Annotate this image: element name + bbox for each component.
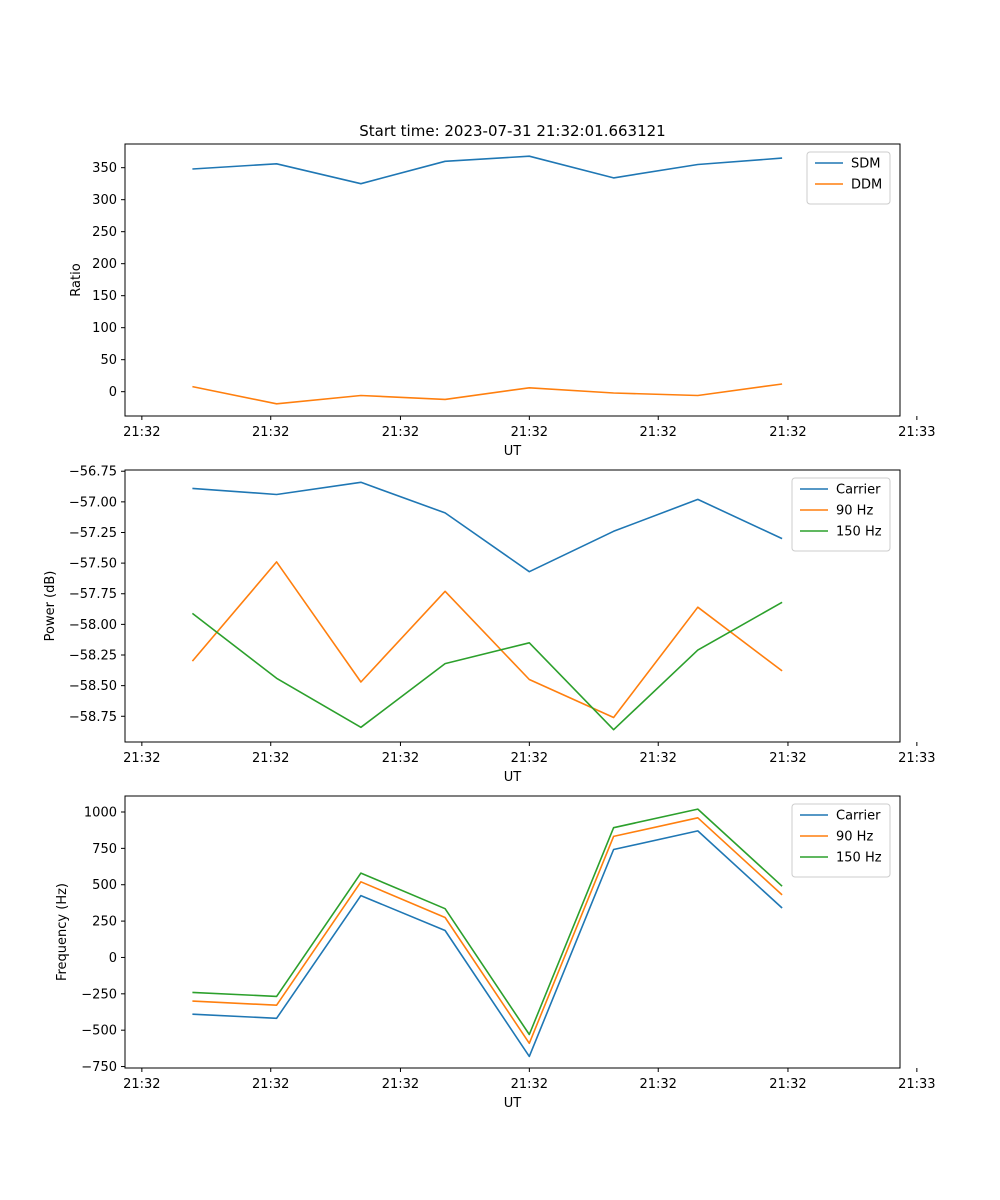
x-tick-label: 21:32	[252, 1077, 289, 1092]
series-line-ddm	[192, 383, 783, 405]
x-tick-label: 21:32	[769, 1077, 806, 1092]
y-axis-label: Frequency (Hz)	[55, 883, 70, 981]
y-tick-label: 500	[92, 878, 117, 893]
legend-label: Carrier	[836, 809, 881, 824]
y-tick-label: −56.75	[69, 465, 117, 480]
series-line-carrier	[192, 830, 783, 1058]
y-tick-label: −750	[81, 1060, 117, 1075]
legend: Carrier 90 Hz 150 Hz	[791, 477, 891, 552]
series-line-150-hz	[191, 601, 783, 731]
series-line-150-hz	[192, 808, 783, 1036]
y-axis-label: Ratio	[69, 263, 84, 296]
x-axis-label: UT	[504, 1096, 522, 1111]
x-tick-label: 21:32	[252, 425, 289, 440]
y-tick-label: −58.75	[69, 710, 117, 725]
legend-label: 150 Hz	[836, 525, 882, 540]
legend-label: DDM	[851, 178, 882, 193]
x-axis-label: UT	[504, 444, 522, 459]
y-tick-label: 0	[109, 385, 117, 400]
legend-label: 90 Hz	[836, 830, 873, 845]
x-tick-label: 21:32	[639, 1077, 676, 1092]
x-tick-label: 21:32	[511, 1077, 548, 1092]
y-tick-label: −57.00	[69, 495, 117, 510]
legend: Carrier 90 Hz 150 Hz	[791, 803, 891, 878]
series-line-sdm	[192, 155, 783, 185]
legend-label: Carrier	[836, 483, 881, 498]
x-tick-label: 21:32	[639, 425, 676, 440]
y-tick-label: 0	[109, 951, 117, 966]
x-tick-label: 21:32	[123, 425, 160, 440]
y-tick-label: −57.50	[69, 557, 117, 572]
y-tick-label: 250	[92, 225, 117, 240]
axes-frame	[124, 795, 901, 1069]
y-tick-label: 250	[92, 915, 117, 930]
chart-panel-2: 21:32 21:32 21:32 21:32 21:32 21:32 21:33 −58.7…	[43, 465, 936, 785]
legend: SDM DDM	[806, 151, 891, 205]
series-line-90-hz	[192, 816, 783, 1045]
x-tick-label: 21:32	[123, 1077, 160, 1092]
legend-box	[791, 477, 891, 552]
legend-label: 150 Hz	[836, 851, 882, 866]
x-tick-label: 21:32	[123, 751, 160, 766]
y-tick-label: −250	[81, 987, 117, 1002]
x-tick-label: 21:32	[769, 425, 806, 440]
y-tick-label: 50	[100, 353, 117, 368]
chart-title: Start time: 2023-07-31 21:32:01.663121	[359, 122, 665, 140]
y-tick-label: −58.25	[69, 649, 117, 664]
y-axis-label: Power (dB)	[43, 571, 58, 642]
x-tick-label: 21:32	[382, 751, 419, 766]
legend-label: 90 Hz	[836, 504, 873, 519]
series-line-carrier	[192, 481, 783, 573]
y-tick-label: 100	[92, 321, 117, 336]
y-tick-label: 150	[92, 289, 117, 304]
chart-panel-3: 21:32 21:32 21:32 21:32 21:32 21:32 21:33 −750 −…	[55, 795, 936, 1111]
y-tick-label: −57.75	[69, 587, 117, 602]
y-tick-label: 350	[92, 161, 117, 176]
axes-frame	[124, 143, 901, 417]
y-tick-label: 1000	[84, 806, 117, 821]
x-tick-label: 21:32	[382, 425, 419, 440]
x-tick-label: 21:32	[511, 751, 548, 766]
axes-frame	[124, 469, 901, 743]
y-tick-label: −58.50	[69, 679, 117, 694]
series-line-90-hz	[191, 561, 783, 719]
legend-box	[791, 803, 891, 878]
x-tick-label: 21:33	[898, 425, 935, 440]
x-axis-label: UT	[504, 770, 522, 785]
legend-box	[806, 151, 891, 205]
x-tick-label: 21:33	[898, 751, 935, 766]
x-tick-label: 21:32	[769, 751, 806, 766]
y-tick-label: −500	[81, 1024, 117, 1039]
x-tick-label: 21:32	[639, 751, 676, 766]
x-tick-label: 21:32	[511, 425, 548, 440]
x-tick-label: 21:32	[252, 751, 289, 766]
x-tick-label: 21:32	[382, 1077, 419, 1092]
legend-label: SDM	[851, 157, 880, 172]
y-tick-label: 200	[92, 257, 117, 272]
chart-panel-1: Start time: 2023-07-31 21:32:01.663121 21…	[69, 122, 936, 459]
y-tick-label: −57.25	[69, 526, 117, 541]
y-tick-label: 750	[92, 842, 117, 857]
x-tick-label: 21:33	[898, 1077, 935, 1092]
y-tick-label: −58.00	[69, 618, 117, 633]
y-tick-label: 300	[92, 193, 117, 208]
